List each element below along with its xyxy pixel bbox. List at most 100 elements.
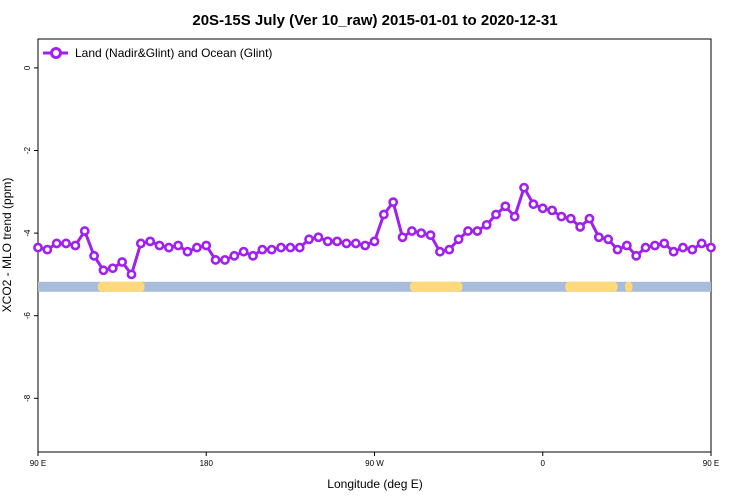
- data-point: [528, 199, 539, 210]
- data-point: [444, 244, 455, 255]
- data-point: [584, 213, 595, 224]
- data-point: [220, 255, 230, 265]
- x-tick-label: 90 E: [30, 459, 46, 468]
- data-point: [117, 257, 128, 267]
- surface-band: [38, 281, 711, 292]
- data-point: [192, 242, 202, 253]
- data-point: [33, 242, 43, 253]
- data-point: [500, 201, 511, 212]
- data-point: [285, 242, 296, 253]
- data-point: [631, 250, 642, 261]
- data-point: [678, 242, 688, 253]
- data-point: [201, 240, 212, 251]
- data-point: [425, 230, 436, 241]
- data-point: [332, 236, 343, 247]
- data-point: [107, 263, 118, 274]
- data-point: [621, 240, 632, 251]
- data-point: [313, 232, 324, 243]
- data-series: [33, 182, 716, 280]
- data-point: [547, 205, 557, 216]
- data-point: [659, 238, 670, 249]
- land-segment-3: [625, 281, 633, 292]
- land-segment-2: [565, 281, 618, 292]
- x-tick-label: 90 W: [365, 459, 384, 468]
- data-point: [42, 244, 53, 255]
- data-point: [238, 246, 249, 257]
- data-point: [706, 242, 716, 253]
- data-point: [519, 182, 529, 193]
- data-point: [481, 219, 492, 230]
- data-point: [163, 242, 174, 253]
- data-point: [360, 240, 371, 251]
- data-point: [509, 211, 520, 222]
- data-point: [154, 240, 165, 251]
- data-point: [135, 238, 146, 249]
- data-point: [491, 209, 501, 220]
- y-axis-label: XCO2 - MLO trend (ppm): [0, 178, 14, 313]
- series-line: [37, 186, 712, 276]
- legend: Land (Nadir&Glint) and Ocean (Glint): [43, 46, 272, 60]
- data-point: [603, 234, 614, 245]
- data-point: [416, 228, 427, 239]
- data-point: [575, 222, 586, 232]
- y-tick-label: -8: [23, 394, 32, 402]
- data-point: [463, 226, 473, 236]
- data-point: [388, 197, 399, 208]
- data-point: [173, 240, 184, 251]
- data-point: [229, 250, 240, 261]
- data-point: [640, 242, 651, 253]
- x-tick-label: 90 E: [703, 459, 719, 468]
- x-axis: 90 E 180 90 W 0 90 E: [30, 452, 719, 468]
- data-point: [593, 232, 604, 243]
- data-point: [453, 234, 464, 245]
- data-point: [276, 242, 286, 253]
- data-point: [61, 238, 71, 249]
- data-point: [304, 234, 314, 245]
- data-point: [322, 236, 333, 247]
- data-point: [210, 255, 221, 265]
- data-point: [350, 238, 361, 249]
- y-tick-label: -4: [23, 229, 32, 237]
- data-point: [378, 209, 389, 220]
- data-point: [472, 226, 483, 236]
- ocean-band: [38, 281, 711, 292]
- legend-marker-swatch: [50, 47, 62, 59]
- legend-label: Land (Nadir&Glint) and Ocean (Glint): [75, 46, 272, 60]
- data-point: [650, 240, 660, 251]
- data-point: [556, 211, 567, 222]
- data-point: [294, 242, 305, 253]
- y-axis: 0 -2 -4 -6 -8: [23, 65, 38, 402]
- data-point: [257, 244, 268, 255]
- x-axis-label: Longitude (deg E): [327, 477, 422, 491]
- data-point: [145, 236, 156, 247]
- data-point: [98, 265, 109, 276]
- land-segment-1: [410, 281, 463, 292]
- data-point: [248, 250, 258, 261]
- data-point: [687, 244, 698, 255]
- data-point: [182, 246, 193, 257]
- data-point: [126, 269, 137, 280]
- data-point: [612, 244, 623, 255]
- chart-title: 20S-15S July (Ver 10_raw) 2015-01-01 to …: [192, 12, 557, 29]
- land-segment-0: [97, 281, 145, 292]
- data-point: [668, 246, 679, 257]
- x-tick-label: 180: [200, 459, 214, 468]
- data-point: [369, 236, 380, 247]
- data-point: [397, 232, 408, 243]
- y-tick-label: -2: [23, 146, 32, 154]
- data-point: [70, 240, 81, 251]
- data-point: [696, 238, 707, 249]
- x-tick-label: 0: [541, 459, 546, 468]
- data-point: [89, 250, 99, 261]
- data-point: [51, 238, 62, 249]
- data-point: [79, 226, 90, 236]
- y-tick-label: 0: [23, 65, 32, 70]
- data-point: [341, 238, 352, 249]
- data-point: [537, 203, 548, 214]
- data-point: [565, 213, 576, 224]
- data-point: [435, 246, 445, 257]
- y-tick-label: -6: [23, 312, 32, 320]
- data-point: [406, 226, 417, 236]
- data-point: [266, 244, 277, 255]
